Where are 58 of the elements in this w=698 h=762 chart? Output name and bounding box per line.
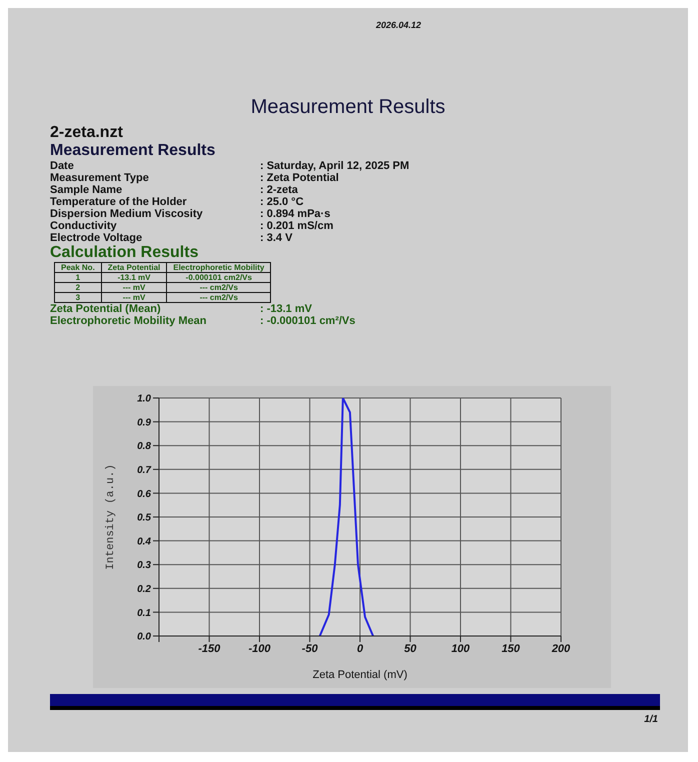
line-series xyxy=(318,398,374,636)
text: 1.0 xyxy=(137,394,151,405)
text: Measurement Type xyxy=(50,172,150,184)
text: Calculation Results xyxy=(50,244,200,262)
x-tick-label: 50 xyxy=(404,642,418,655)
text: Conductivity xyxy=(50,220,118,232)
y-tick-label: 0.4 xyxy=(137,536,152,548)
text: -13.1 mV xyxy=(101,272,167,282)
x-axis-title: Zeta Potential (mV) xyxy=(312,669,408,681)
text: Electrode Voltage xyxy=(50,232,144,244)
text: 3 xyxy=(54,292,102,302)
y-tick-label: 0.1 xyxy=(137,608,152,619)
x-tick-label: 0 xyxy=(356,642,364,655)
text: Measurement Results xyxy=(50,142,216,160)
x-tick-label: 150 xyxy=(502,642,521,655)
text: Electrophoretic Mobility xyxy=(166,262,271,272)
text: 2 xyxy=(54,282,102,292)
text: : 0.894 mPa·s xyxy=(260,208,330,220)
x-tick-label: 100 xyxy=(451,642,471,655)
text: : Zeta Potential xyxy=(260,172,339,184)
text: --- cm2/Vs xyxy=(166,292,271,302)
text: Electrophoretic Mobility Mean xyxy=(50,315,208,327)
x-tick-label: -50 xyxy=(302,642,319,655)
text: Sample Name xyxy=(50,184,124,196)
text: : -13.1 mV xyxy=(260,303,312,315)
text: Temperature of the Holder xyxy=(50,196,188,208)
text: 1 xyxy=(54,272,102,282)
text: : 2-zeta xyxy=(260,184,298,196)
y-axis-title: Intensity (a.u.) xyxy=(104,464,117,570)
text: -0.000101 cm2/Vs xyxy=(166,272,271,282)
y-tick-label: 0.8 xyxy=(137,441,152,452)
text: : Saturday, April 12, 2025 PM xyxy=(260,160,410,172)
text: : 25.0 °C xyxy=(260,196,304,208)
y-tick-label: 0.3 xyxy=(137,560,152,572)
text: : 0.201 mS/cm xyxy=(260,220,334,232)
text: --- mV xyxy=(101,292,167,302)
y-tick-label: 0.9 xyxy=(137,417,152,428)
text: Date xyxy=(50,160,75,172)
text: --- mV xyxy=(101,282,167,292)
text: Peak No. xyxy=(54,262,102,272)
y-tick-label: 0.2 xyxy=(137,584,152,595)
text: 0.0 xyxy=(137,632,151,643)
text: 1/1 xyxy=(644,714,658,725)
text: 2026.04.12 xyxy=(376,20,422,30)
text: 2-zeta.nzt xyxy=(50,124,124,142)
text: Dispersion Medium Viscosity xyxy=(50,208,204,220)
x-tick-label: -100 xyxy=(248,642,272,655)
x-tick-label: 200 xyxy=(550,642,572,655)
x-tick-label: -150 xyxy=(198,642,222,655)
y-tick-label: 0.5 xyxy=(137,512,152,524)
text: : 3.4 V xyxy=(260,232,292,244)
y-tick-label: 0.7 xyxy=(137,464,152,476)
text: : -0.000101 cm²/Vs xyxy=(260,315,356,327)
text: --- cm2/Vs xyxy=(166,282,271,292)
chart-title: Measurement Results xyxy=(250,96,446,119)
text: Zeta Potential (Mean) xyxy=(50,303,162,315)
y-tick-label: 0.6 xyxy=(137,488,152,500)
text: Zeta Potential xyxy=(101,262,167,272)
